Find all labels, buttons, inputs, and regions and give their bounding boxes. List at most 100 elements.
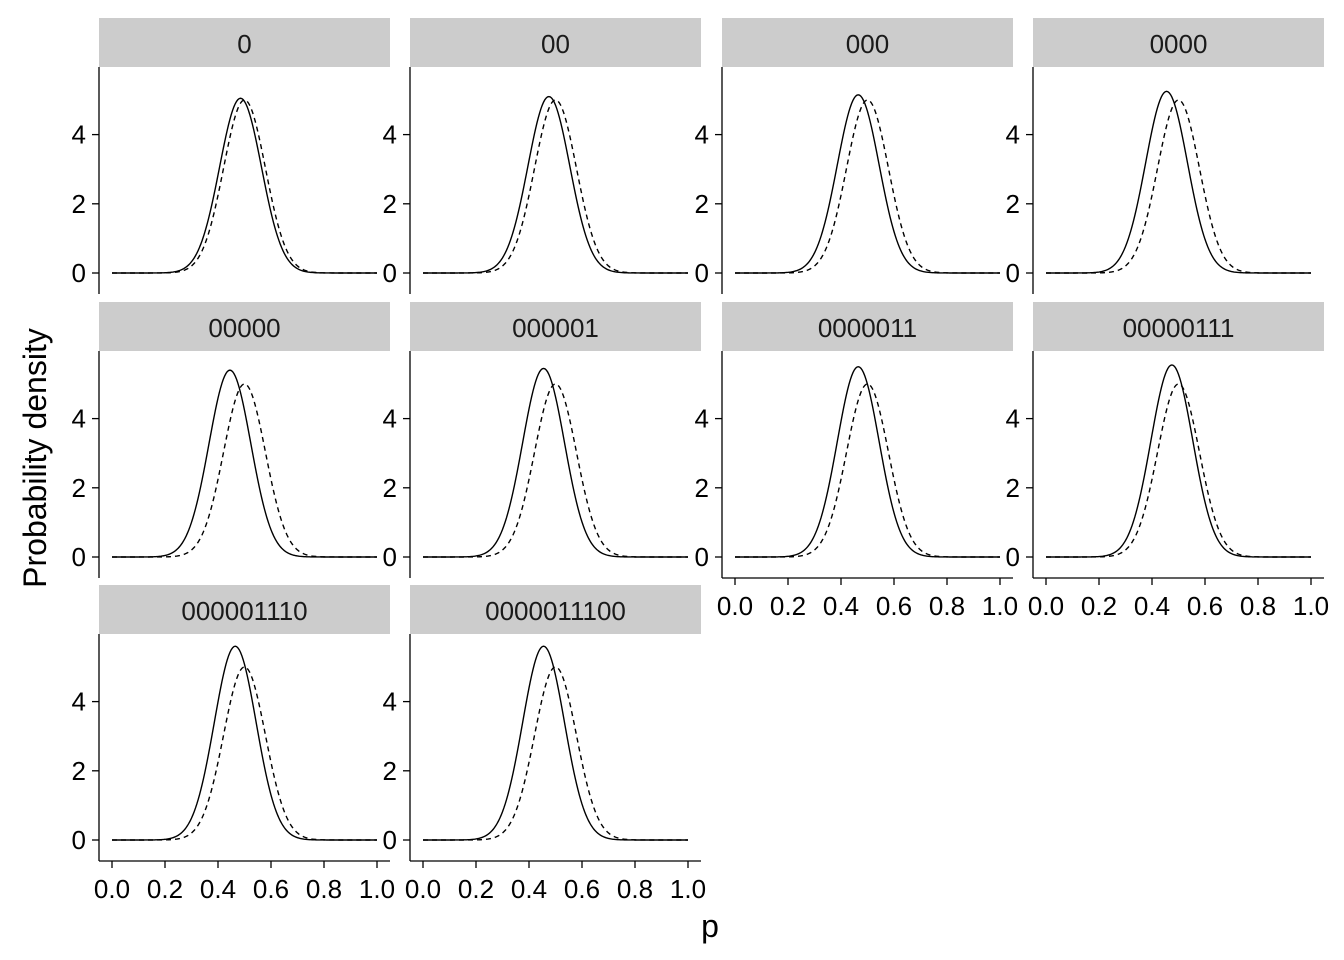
facet-panel: 0000011 0 2 4 0.0 0.2 0.4 0.6 0.8 1.0: [695, 302, 1018, 621]
facet-strip: [410, 585, 701, 634]
density-curve-dashed: [735, 99, 1000, 274]
density-curve-dashed: [1046, 383, 1311, 558]
density-curve-solid: [735, 365, 1000, 558]
x-tick-label: 0.0: [405, 874, 441, 904]
density-curve-solid: [423, 645, 688, 841]
x-tick-label: 0.2: [770, 591, 806, 621]
y-tick-label: 2: [695, 189, 709, 219]
y-tick-label: 2: [72, 473, 86, 503]
density-curve-dashed: [1046, 99, 1311, 274]
x-tick-label: 1.0: [982, 591, 1018, 621]
facet-label: 00000111: [1123, 313, 1235, 343]
x-tick-label: 0.6: [253, 874, 289, 904]
density-curve-dashed: [112, 666, 377, 841]
density-curve-dashed: [423, 383, 688, 558]
x-tick-label: 1.0: [670, 874, 706, 904]
density-curve-dashed: [735, 383, 1000, 558]
facet-label: 0: [237, 29, 251, 59]
y-tick-label: 2: [1006, 473, 1020, 503]
x-tick-label: 0.2: [458, 874, 494, 904]
y-tick-label: 2: [72, 189, 86, 219]
density-curve-dashed: [112, 383, 377, 558]
y-tick-label: 0: [383, 258, 397, 288]
y-tick-label: 4: [1006, 120, 1020, 150]
facet-strip: [1033, 302, 1324, 351]
facet-label: 000001110: [181, 596, 307, 626]
density-curve-solid: [112, 97, 377, 274]
y-tick-label: 4: [72, 687, 86, 717]
x-tick-label: 0.0: [94, 874, 130, 904]
y-tick-label: 4: [383, 404, 397, 434]
y-tick-label: 2: [383, 473, 397, 503]
facet-label: 00000: [208, 313, 280, 343]
y-tick-label: 4: [1006, 404, 1020, 434]
facet-strip: [99, 302, 390, 351]
x-tick-label: 0.2: [147, 874, 183, 904]
facet-strip: [722, 302, 1013, 351]
facet-label: 0000: [1150, 29, 1208, 59]
x-tick-label: 1.0: [1293, 591, 1329, 621]
facet-label: 0000011100: [485, 596, 626, 626]
x-tick-label: 0.8: [617, 874, 653, 904]
density-curve-solid: [1046, 90, 1311, 274]
x-tick-label: 0.0: [1028, 591, 1064, 621]
y-tick-label: 2: [695, 473, 709, 503]
x-tick-label: 0.2: [1081, 591, 1117, 621]
x-tick-label: 0.0: [717, 591, 753, 621]
x-tick-label: 0.8: [306, 874, 342, 904]
facet-strip: [1033, 18, 1324, 67]
facet-panel: 0 0 2 4: [72, 18, 390, 294]
x-tick-label: 0.6: [564, 874, 600, 904]
y-tick-label: 2: [72, 756, 86, 786]
y-tick-label: 4: [383, 687, 397, 717]
y-tick-label: 4: [695, 120, 709, 150]
x-tick-label: 0.6: [876, 591, 912, 621]
facet-strip: [99, 585, 390, 634]
density-curve-solid: [112, 645, 377, 841]
y-tick-label: 2: [1006, 189, 1020, 219]
facet-strip: [410, 302, 701, 351]
y-tick-label: 4: [72, 404, 86, 434]
x-tick-label: 0.4: [200, 874, 236, 904]
facet-label: 000001: [512, 313, 599, 343]
x-tick-label: 1.0: [359, 874, 395, 904]
x-tick-label: 0.8: [929, 591, 965, 621]
density-curve-dashed: [112, 99, 377, 274]
facet-panel: 000001 0 2 4: [383, 302, 701, 578]
y-tick-label: 0: [72, 825, 86, 855]
x-tick-label: 0.4: [511, 874, 547, 904]
y-tick-label: 4: [383, 120, 397, 150]
facet-panel: 000001110 0 2 4 0.0 0.2 0.4 0.6 0.8 1.0: [72, 585, 395, 904]
y-axis-title: Probability density: [17, 328, 53, 588]
y-tick-label: 0: [1006, 542, 1020, 572]
density-curve-solid: [112, 369, 377, 558]
facet-label: 0000011: [818, 313, 917, 343]
density-curve-solid: [735, 94, 1000, 274]
x-tick-label: 0.8: [1240, 591, 1276, 621]
facet-strip: [722, 18, 1013, 67]
facet-panel: 00000111 0 2 4 0.0 0.2 0.4 0.6 0.8 1.0: [1006, 302, 1329, 621]
y-tick-label: 0: [695, 258, 709, 288]
y-tick-label: 0: [72, 542, 86, 572]
x-tick-label: 0.4: [1134, 591, 1170, 621]
y-tick-label: 0: [72, 258, 86, 288]
density-curve-solid: [423, 367, 688, 558]
density-curve-dashed: [423, 666, 688, 841]
x-axis-title: p: [701, 908, 719, 944]
facet-strip: [410, 18, 701, 67]
x-tick-label: 0.6: [1187, 591, 1223, 621]
y-tick-label: 0: [695, 542, 709, 572]
y-tick-label: 2: [383, 756, 397, 786]
y-tick-label: 0: [383, 542, 397, 572]
y-tick-label: 4: [72, 120, 86, 150]
facet-strip: [99, 18, 390, 67]
y-tick-label: 0: [383, 825, 397, 855]
facet-panel: 0000011100 0 2 4 0.0 0.2 0.4 0.6 0.8 1.0: [383, 585, 706, 904]
facet-label: 00: [541, 29, 570, 59]
y-tick-label: 2: [383, 189, 397, 219]
